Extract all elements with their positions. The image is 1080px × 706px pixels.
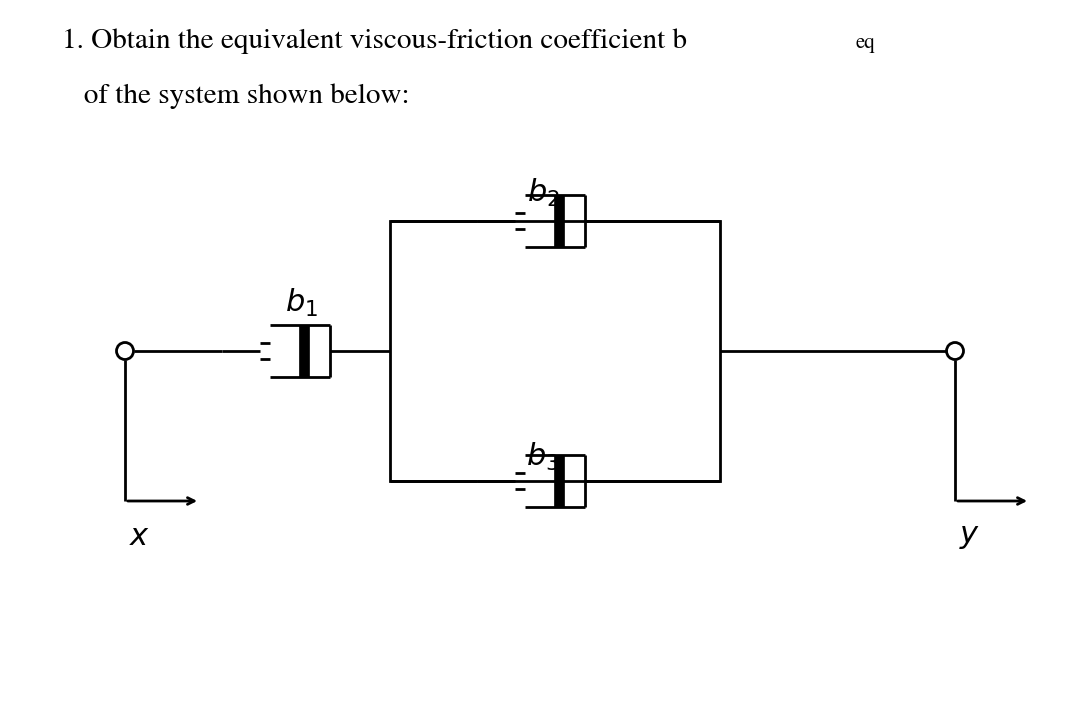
Text: eq: eq xyxy=(855,33,875,53)
Text: $b_3$: $b_3$ xyxy=(526,441,559,473)
Text: $b_1$: $b_1$ xyxy=(285,287,318,319)
Text: $b_2$: $b_2$ xyxy=(527,177,559,209)
Text: of the system shown below:: of the system shown below: xyxy=(62,83,409,109)
Bar xyxy=(390,221,720,481)
Text: $y$: $y$ xyxy=(959,523,981,551)
Bar xyxy=(299,325,309,377)
Bar xyxy=(554,195,564,247)
Text: $x$: $x$ xyxy=(130,523,150,551)
Text: 1. Obtain the equivalent viscous-friction coefficient b: 1. Obtain the equivalent viscous-frictio… xyxy=(62,28,687,54)
Bar xyxy=(554,455,564,507)
